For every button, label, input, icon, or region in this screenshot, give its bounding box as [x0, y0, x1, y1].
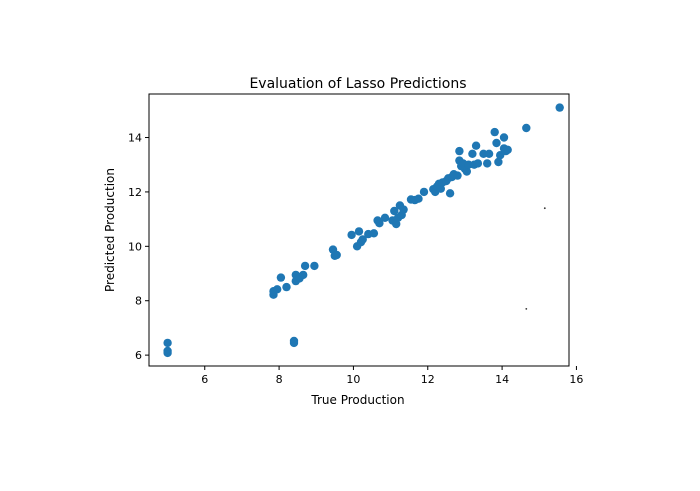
data-point	[332, 250, 341, 260]
data-point	[347, 230, 356, 240]
data-point	[399, 205, 408, 214]
data-point	[503, 145, 512, 154]
y-axis-label: Predicted Production	[103, 168, 117, 292]
axis-ticks: 6 8 10 12 14 16 6 8 10 12 14	[128, 132, 583, 386]
data-point	[445, 189, 455, 198]
data-point	[354, 227, 364, 236]
data-point	[436, 184, 445, 193]
data-point	[310, 261, 319, 271]
data-point	[380, 213, 390, 222]
y-tick-label: 14	[128, 132, 142, 145]
data-point	[490, 127, 499, 137]
data-point	[494, 157, 503, 167]
data-point	[555, 103, 564, 112]
data-point	[414, 194, 423, 203]
data-point	[163, 338, 172, 348]
data-point	[163, 348, 172, 358]
x-tick-label: 14	[495, 373, 509, 386]
x-axis-label: True Production	[310, 393, 404, 407]
x-tick-label: 12	[421, 373, 435, 386]
data-point	[273, 285, 282, 294]
data-point	[453, 171, 462, 180]
data-point	[492, 138, 501, 148]
data-point	[419, 187, 429, 197]
data-points	[163, 103, 564, 358]
data-point	[369, 229, 379, 238]
y-tick-label: 6	[135, 349, 142, 362]
data-point	[289, 338, 299, 348]
x-tick-label: 10	[346, 373, 360, 386]
x-tick-label: 6	[201, 373, 208, 386]
y-tick-label: 10	[128, 240, 142, 253]
y-tick-label: 12	[128, 186, 142, 199]
data-point	[468, 149, 477, 158]
data-point	[375, 219, 384, 228]
x-tick-label: 16	[569, 373, 583, 386]
data-point	[484, 149, 494, 158]
data-point	[455, 146, 464, 156]
data-point	[462, 167, 471, 176]
data-point	[473, 159, 483, 168]
data-point	[483, 159, 492, 168]
data-point	[276, 273, 286, 282]
plot-frame	[148, 93, 570, 367]
data-point	[282, 282, 291, 292]
stray-mark	[543, 207, 546, 210]
x-tick-label: 8	[276, 373, 283, 386]
chart-title: Evaluation of Lasso Predictions	[249, 76, 466, 92]
y-tick-label: 8	[135, 295, 142, 308]
data-point	[299, 270, 308, 280]
data-point	[300, 261, 310, 271]
data-point	[499, 133, 509, 142]
data-point	[471, 141, 481, 150]
data-point	[358, 235, 367, 244]
data-point	[390, 206, 399, 216]
stray-mark	[525, 308, 528, 310]
data-point	[522, 123, 531, 133]
